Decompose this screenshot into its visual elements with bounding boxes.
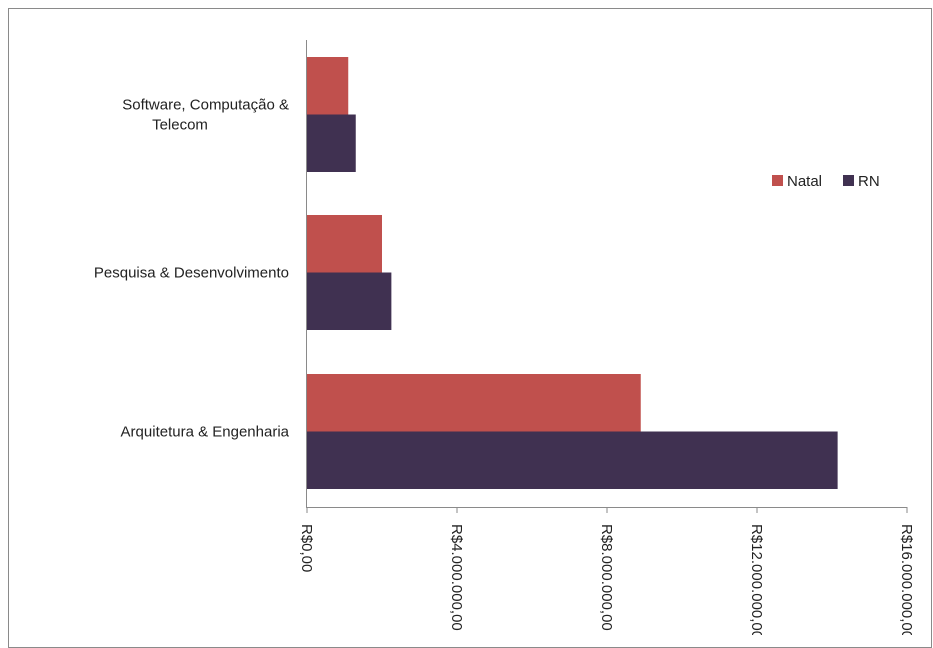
x-tick-label-0: R$0,00 — [298, 524, 315, 572]
category-label-1-line-0: Pesquisa & Desenvolvimento — [94, 265, 289, 282]
category-label-2-line-0: Arquitetura & Engenharia — [121, 424, 290, 441]
bar-rn-0 — [307, 114, 356, 172]
axes-group — [306, 40, 908, 513]
bars-group — [307, 57, 838, 489]
bar-rn-1 — [307, 272, 392, 330]
legend-label-natal: Natal — [787, 173, 822, 190]
chart-frame — [8, 8, 932, 648]
bar-natal-2 — [307, 374, 641, 432]
legend-swatch-rn — [843, 175, 854, 186]
category-labels: Software, Computação & Telecom Pesquisa & … — [94, 97, 290, 441]
x-tick-label-3: R$12.000.000,00 — [748, 524, 765, 635]
bar-chart: Software, Computação & Telecom Pesquisa & … — [94, 40, 915, 635]
x-tick-label-1: R$4.000.000,00 — [448, 524, 465, 631]
bar-rn-2 — [307, 431, 838, 489]
category-label-0-line-1: Telecom — [152, 117, 208, 134]
legend: Natal RN — [772, 173, 880, 190]
legend-swatch-natal — [772, 175, 783, 186]
legend-label-rn: RN — [858, 173, 880, 190]
bar-natal-1 — [307, 215, 382, 273]
x-tick-label-2: R$8.000.000,00 — [598, 524, 615, 631]
tick-labels: R$0,00 R$4.000.000,00 R$8.000.000,00 R$12.0… — [298, 524, 915, 635]
category-label-0-line-0: Software, Computação & — [122, 97, 289, 114]
x-tick-label-4: R$16.000.000,00 — [898, 524, 915, 635]
bar-natal-0 — [307, 57, 349, 115]
